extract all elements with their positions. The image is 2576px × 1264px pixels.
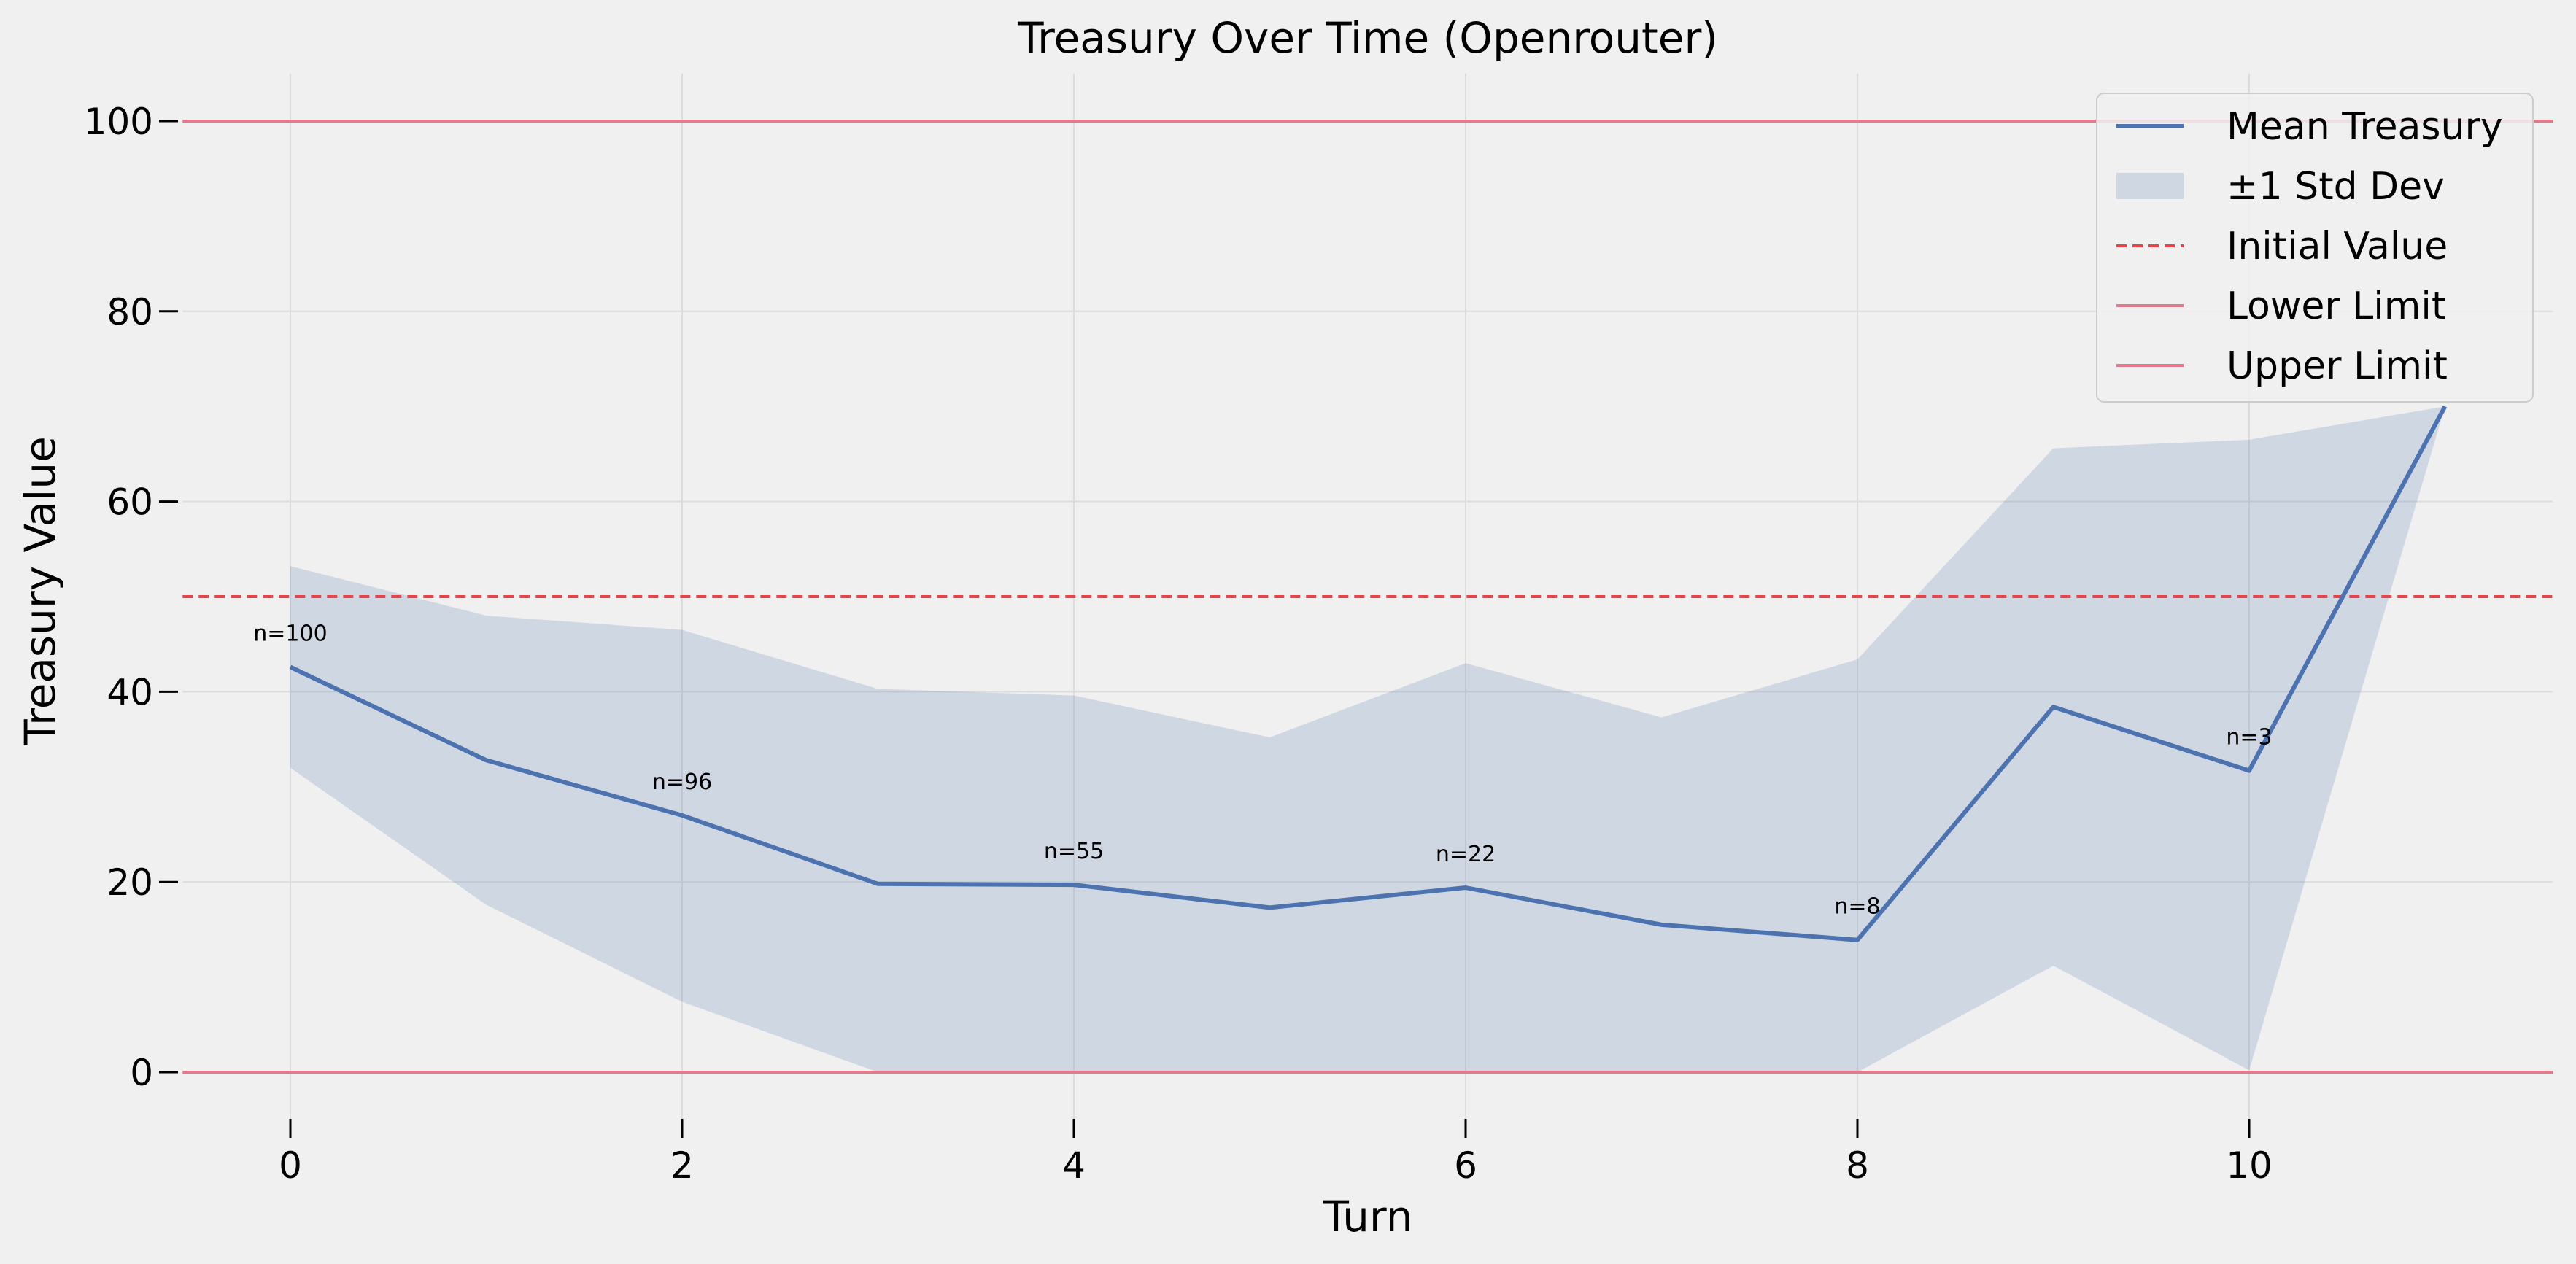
sample-size-label: n=8 (1834, 894, 1880, 920)
y-tick-label: 80 (107, 291, 153, 333)
x-tick-label: 2 (670, 1144, 694, 1187)
sample-size-label: n=96 (652, 769, 712, 795)
legend: Mean Treasury ±1 Std Dev Initial Value Lowe… (2096, 93, 2534, 403)
std-dev-band (290, 406, 2445, 1072)
chart-title: Treasury Over Time (Openrouter) (1017, 13, 1718, 63)
x-tick-label: 10 (2226, 1144, 2273, 1187)
x-tick-label: 0 (279, 1144, 302, 1187)
mean-treasury-line (289, 405, 2448, 942)
legend-label-lower-limit: Lower Limit (2227, 284, 2446, 328)
y-tick-label: 40 (107, 671, 153, 713)
y-tick-label: 100 (84, 101, 153, 143)
y-tick-label: 0 (130, 1052, 153, 1094)
sample-size-label: n=100 (253, 621, 327, 646)
legend-label-initial-value: Initial Value (2227, 225, 2448, 268)
sample-size-label: n=22 (1436, 842, 1496, 867)
sample-size-label: n=3 (2226, 725, 2272, 751)
legend-label-1-std-dev: ±1 Std Dev (2227, 165, 2445, 209)
x-tick-label: 6 (1454, 1144, 1477, 1187)
x-tick-label: 8 (1846, 1144, 1869, 1187)
legend-box (2096, 93, 2534, 403)
y-tick-label: 20 (107, 861, 153, 904)
std-band-layer (290, 406, 2445, 1072)
x-tick-label: 4 (1062, 1144, 1086, 1187)
legend-label-upper-limit: Upper Limit (2227, 344, 2448, 388)
x-axis-label: Turn (1323, 1192, 1413, 1241)
mean-line-layer (289, 405, 2448, 942)
legend-label-mean-treasury: Mean Treasury (2227, 105, 2503, 149)
y-tick-label: 60 (107, 481, 153, 524)
y-axis-label: Treasury Value (15, 436, 65, 746)
annotations: n=100 n=96 n=55 n=22 n=8 n=3 (253, 621, 2272, 919)
sample-size-label: n=55 (1044, 839, 1104, 864)
legend-swatch-1-std-dev (2116, 173, 2184, 199)
